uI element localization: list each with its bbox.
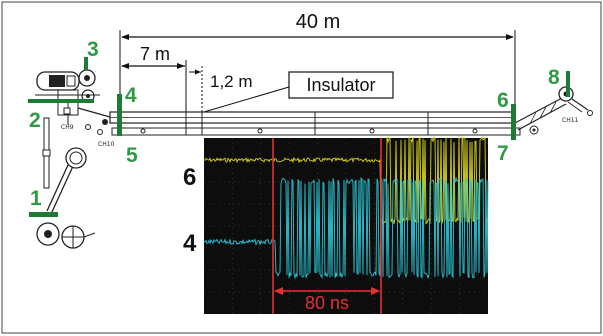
time-interval-label: 80 ns	[305, 293, 349, 313]
port-number-8: 8	[548, 66, 560, 89]
transmission-line	[109, 111, 521, 136]
left-drive-assembly: CH9 CH10	[35, 69, 115, 249]
channel-6-label: 6	[183, 164, 196, 191]
port-bar-8	[566, 71, 570, 97]
trace-channel-6	[203, 135, 489, 225]
dimension-1-2m: 1,2 m	[189, 66, 253, 112]
port-bars	[28, 57, 570, 217]
port-number-5: 5	[126, 144, 138, 167]
channel-4-label: 4	[183, 230, 197, 257]
tag-ch9: CH9	[61, 124, 74, 131]
insulator-label: Insulator	[306, 75, 375, 95]
tag-ch11: CH11	[562, 117, 579, 124]
total-length-label: 40 m	[296, 11, 340, 33]
insulator-gap-label: 1,2 m	[210, 72, 253, 91]
trace-channel-4	[203, 176, 489, 280]
port-bar-6-7	[511, 104, 516, 140]
port-numbers: 1 2 3 4 5 6 7 8	[29, 38, 560, 210]
port-number-1: 1	[30, 187, 42, 210]
port-number-6: 6	[497, 89, 509, 112]
port-bar-3	[84, 57, 88, 70]
tag-ch10: CH10	[98, 141, 115, 148]
segment-length-label: 7 m	[140, 44, 170, 64]
port-bar-1	[29, 212, 58, 217]
dimension-7m: 7 m	[121, 44, 187, 112]
port-bar-2	[28, 99, 94, 103]
port-number-3: 3	[87, 38, 99, 61]
port-number-7: 7	[497, 142, 509, 165]
port-bar-4-5	[117, 94, 122, 136]
oscilloscope-inset: 80 ns	[203, 135, 489, 314]
insulator-callout: Insulator	[203, 71, 394, 113]
port-number-4: 4	[125, 84, 137, 107]
port-number-2: 2	[29, 109, 41, 132]
